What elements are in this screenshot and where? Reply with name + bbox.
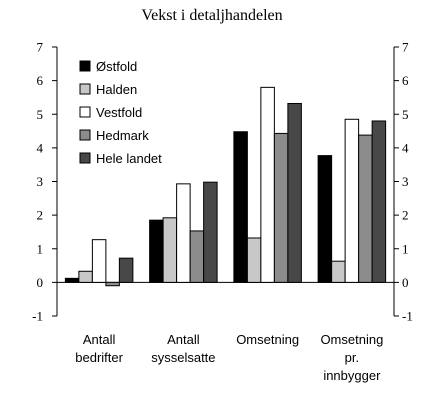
bar-halden-1 — [78, 270, 93, 283]
bar-hedmark-1 — [105, 281, 120, 287]
legend-swatch — [79, 106, 91, 118]
y-tick-label-left: 5 — [37, 107, 44, 122]
x-category-label: Antall — [167, 332, 200, 347]
y-tick-label-left: 0 — [37, 275, 44, 290]
bar-østfold-2 — [149, 219, 164, 283]
legend-label: Halden — [96, 82, 137, 97]
bar-hedmark-4 — [358, 134, 373, 283]
y-axis-right-ticks: -1 0 1 2 3 4 5 6 7 — [394, 40, 413, 324]
y-tick-label-right: 5 — [402, 107, 409, 122]
y-axis-left-ticks: -1 0 1 2 3 4 5 6 7 — [32, 40, 57, 324]
bar-hele-landet-3 — [287, 102, 302, 283]
bar-halden-4 — [331, 260, 346, 283]
bar-hele-landet-2 — [203, 181, 218, 283]
bar-vestfold-1 — [91, 239, 107, 283]
legend-label: Vestfold — [96, 105, 142, 120]
y-tick-label-left: 4 — [37, 140, 44, 155]
bar-østfold-1 — [64, 277, 80, 283]
x-category-label: Omsetning — [320, 332, 383, 347]
bar-hedmark-2 — [189, 230, 205, 283]
x-category-label: innbygger — [323, 368, 381, 383]
bar-vestfold-4 — [344, 118, 360, 283]
y-tick-label-left: 2 — [37, 208, 44, 223]
bar-hele-landet-4 — [371, 120, 387, 283]
bar-vestfold-2 — [176, 183, 191, 283]
y-tick-label-right: 7 — [402, 40, 409, 55]
bar-hedmark-3 — [273, 132, 289, 283]
legend-swatch — [79, 152, 91, 164]
y-tick-label-right: -1 — [402, 309, 413, 324]
bar-hele-landet-1 — [118, 257, 134, 283]
legend-swatch — [79, 129, 91, 141]
x-category-label: Omsetning — [236, 332, 299, 347]
legend-label: Østfold — [96, 59, 137, 74]
legend-label: Hele landet — [96, 151, 162, 166]
legend-swatch — [79, 60, 91, 72]
y-tick-label-right: 1 — [402, 241, 409, 256]
chart-bars — [64, 86, 387, 287]
y-tick-label-right: 3 — [402, 174, 409, 189]
bar-østfold-4 — [317, 155, 333, 283]
bar-vestfold-3 — [260, 86, 275, 283]
y-tick-label-right: 0 — [402, 275, 409, 290]
bar-østfold-3 — [233, 131, 248, 283]
bar-halden-3 — [246, 237, 262, 283]
y-tick-label-left: 3 — [37, 174, 44, 189]
y-tick-label-right: 4 — [402, 140, 409, 155]
legend-swatch — [79, 83, 91, 95]
x-category-label: pr. — [345, 350, 359, 365]
y-tick-label-left: -1 — [32, 309, 43, 324]
chart-title: Vekst i detaljhandelen — [141, 7, 282, 24]
x-category-label: bedrifter — [75, 350, 123, 365]
x-category-label: Antall — [83, 332, 116, 347]
y-tick-label-left: 6 — [37, 73, 44, 88]
x-axis-labels: Antall bedrifter Antall sysselsatte Omsetnin… — [75, 332, 383, 383]
legend-label: Hedmark — [96, 128, 149, 143]
y-tick-label-left: 7 — [37, 40, 44, 55]
bar-halden-2 — [162, 217, 178, 283]
y-tick-label-right: 6 — [402, 73, 409, 88]
x-category-label: sysselsatte — [151, 350, 215, 365]
y-tick-label-left: 1 — [37, 241, 44, 256]
chart-legend: Østfold Halden Vestfold Hedmark Hele landet — [79, 59, 162, 166]
y-tick-label-right: 2 — [402, 208, 409, 223]
